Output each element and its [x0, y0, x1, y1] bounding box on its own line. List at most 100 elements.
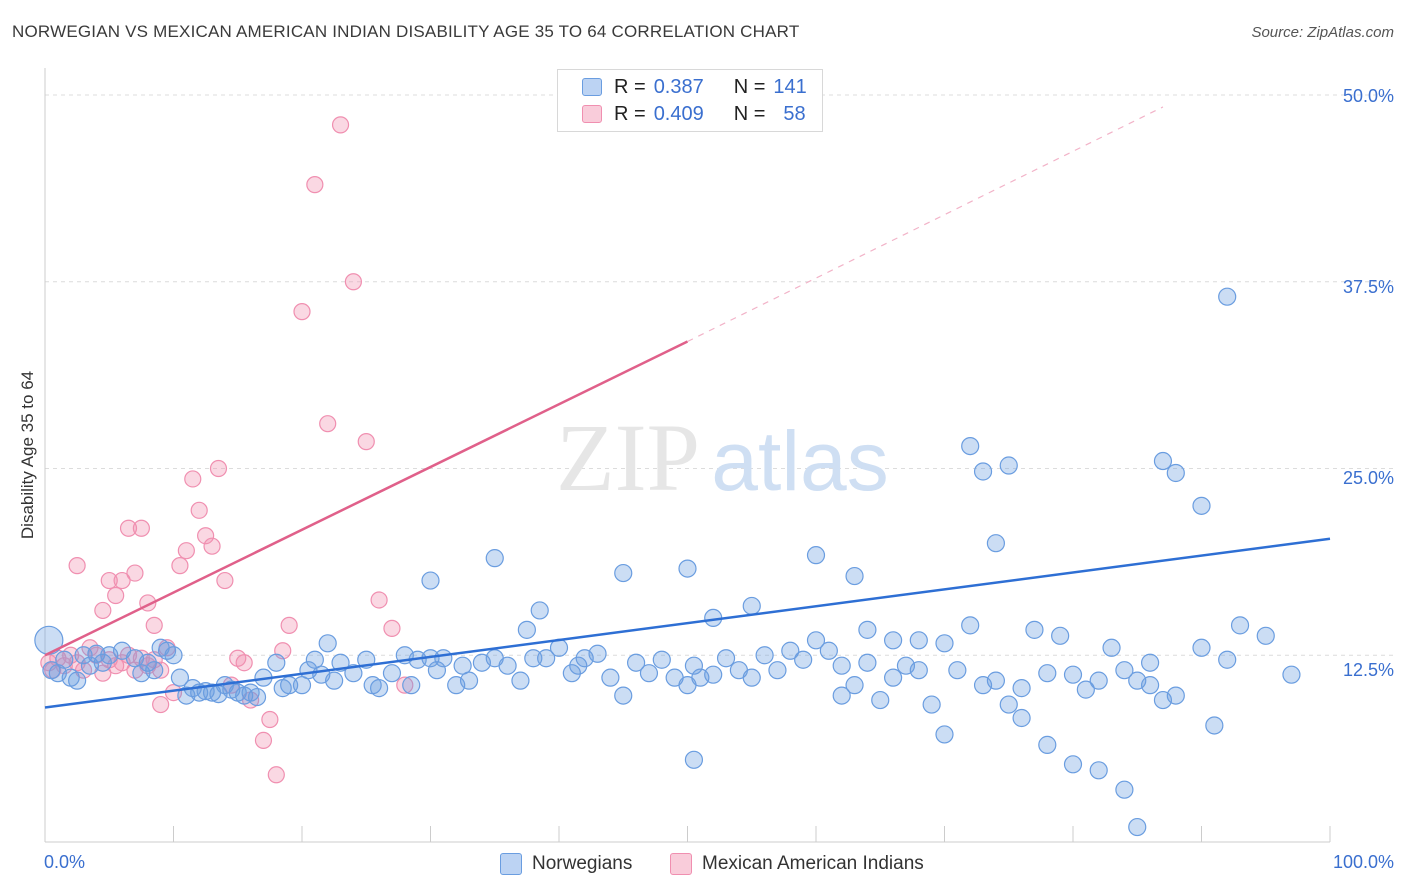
data-point-norwegian [678, 559, 697, 578]
data-point-mexican [306, 176, 324, 194]
data-point-norwegian [794, 650, 813, 669]
data-point-mexican [216, 571, 234, 590]
data-point-mexican [254, 731, 273, 750]
data-point-norwegian [1115, 661, 1134, 680]
data-point-norwegian [999, 456, 1018, 475]
data-point-norwegian [883, 668, 903, 687]
data-point-norwegian [1205, 716, 1224, 735]
series-mexican-points [40, 116, 414, 784]
data-point-norwegian [267, 653, 286, 672]
data-point-norwegian [1012, 679, 1031, 698]
data-point-norwegian [325, 671, 344, 690]
data-point-mexican [145, 616, 163, 634]
legend-n-value: 58 [783, 102, 806, 125]
bottom-legend-mexican: Mexican American Indians [670, 851, 924, 877]
bottom-legend-label: Mexican American Indians [702, 853, 924, 874]
data-point-norwegian [704, 665, 723, 684]
data-point-norwegian [1089, 761, 1108, 780]
data-point-norwegian [530, 601, 549, 620]
data-point-norwegian [986, 671, 1006, 690]
data-point-norwegian [511, 671, 530, 690]
data-point-norwegian [935, 634, 954, 653]
data-point-mexican [357, 433, 375, 451]
trend-line-norwegians [44, 537, 1331, 709]
data-point-mexican [100, 571, 118, 590]
data-point-norwegian [1218, 650, 1237, 669]
legend-swatch-blue [582, 78, 602, 96]
data-point-norwegian [1128, 817, 1147, 837]
data-point-mexican [396, 676, 414, 694]
bottom-legend-swatch-blue [500, 853, 522, 875]
data-point-norwegian [909, 631, 928, 650]
data-point-norwegian [421, 571, 440, 590]
data-point-norwegian [742, 668, 761, 687]
data-point-norwegian [459, 671, 479, 690]
data-point-norwegian [639, 664, 659, 683]
data-point-norwegian [1218, 287, 1237, 306]
data-point-norwegian [382, 664, 402, 683]
y-tick-37-5: 37.5% [1342, 277, 1394, 297]
legend-n-label: N = [733, 102, 766, 125]
x-tick-max: 100.0% [1332, 852, 1394, 872]
data-point-mexican [280, 616, 298, 634]
data-point-norwegian [999, 695, 1018, 714]
data-point-norwegian [1153, 451, 1173, 471]
data-point-norwegian [524, 649, 543, 668]
bottom-legend-norwegians: Norwegians [500, 851, 632, 877]
data-point-norwegian [781, 641, 800, 660]
bottom-legend-swatch-pink [670, 853, 692, 875]
data-point-mexican [331, 116, 350, 134]
data-point-norwegian [909, 661, 928, 680]
data-point-mexican [190, 501, 208, 519]
data-point-norwegian [517, 620, 536, 639]
watermark: ZIP atlas [556, 404, 889, 511]
legend-n-value: 141 [773, 75, 807, 98]
data-point-norwegian [569, 656, 588, 675]
data-point-mexican [132, 519, 150, 537]
data-point-norwegian [832, 656, 851, 675]
data-point-norwegian [370, 679, 389, 698]
data-point-norwegian [68, 671, 87, 690]
data-point-mexican [197, 527, 215, 545]
legend-row-norwegians: R = 0.387 N = 141 [582, 75, 807, 99]
data-point-norwegian [626, 653, 646, 672]
legend-swatch-pink [582, 105, 602, 123]
data-point-mexican [184, 470, 202, 488]
bottom-legend-label: Norwegians [532, 853, 633, 874]
data-point-mexican [293, 303, 311, 321]
data-point-mexican [171, 557, 189, 575]
chart-title: NORWEGIAN VS MEXICAN AMERICAN INDIAN DIS… [12, 22, 800, 41]
data-point-mexican [344, 273, 362, 291]
data-point-norwegian [1230, 616, 1250, 635]
data-point-norwegian [93, 653, 112, 672]
trend-line-mexican-extension [687, 106, 1164, 343]
data-point-mexican [152, 695, 170, 714]
data-point-mexican [319, 415, 337, 433]
trend-lines [44, 106, 1331, 709]
data-point-norwegian [145, 661, 164, 680]
data-point-norwegian [318, 634, 337, 653]
data-point-norwegian [883, 631, 903, 650]
data-point-norwegian [614, 686, 633, 705]
data-point-norwegian [1115, 780, 1134, 799]
data-point-norwegian [614, 563, 633, 583]
data-point-norwegian [768, 661, 787, 680]
data-point-mexican [126, 564, 144, 582]
y-tick-12-5: 12.5% [1342, 660, 1394, 680]
y-axis-label: Disability Age 35 to 64 [18, 370, 37, 540]
data-point-mexican [267, 766, 285, 784]
data-point-norwegian [562, 664, 581, 683]
data-point-norwegian [247, 687, 267, 707]
legend: R = 0.387 N = 141 R = 0.409 N = 58 [557, 69, 823, 132]
gridlines [45, 94, 1395, 656]
data-point-norwegian [1282, 665, 1301, 684]
legend-r-label: R = [614, 102, 646, 125]
watermark-atlas: atlas [711, 414, 888, 508]
data-point-norwegian [170, 668, 190, 687]
series-norwegian-points [34, 287, 1301, 837]
data-point-norwegian [755, 646, 774, 665]
data-point-norwegian [832, 686, 851, 705]
data-point-norwegian [961, 436, 980, 456]
data-point-norwegian [1102, 638, 1121, 657]
data-point-norwegian [1192, 638, 1211, 657]
